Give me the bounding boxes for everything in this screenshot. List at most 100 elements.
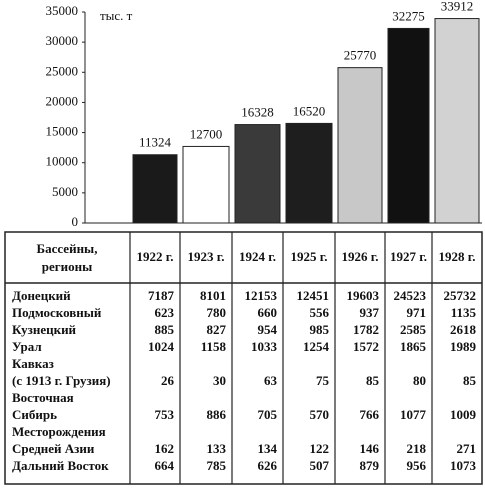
cell: 1033	[251, 339, 278, 354]
y-tick-label: 30000	[46, 33, 79, 48]
y-tick-label: 35000	[46, 3, 79, 18]
cell: 954	[258, 322, 278, 337]
table: Бассейны, регионы 1922 г. 1923 г. 1924 г. 192…	[4, 231, 483, 485]
cell: 75	[316, 373, 330, 388]
cell: 2585	[400, 322, 427, 337]
row-label: Дальний Восток	[12, 458, 109, 473]
row-label: Средней Азии	[12, 441, 95, 456]
corner-header: Бассейны,	[37, 241, 98, 256]
cell: 626	[258, 458, 278, 473]
cell: 271	[457, 441, 477, 456]
cell: 19603	[347, 288, 380, 303]
cell: 985	[310, 322, 330, 337]
y-tick-label: 20000	[46, 93, 79, 108]
row-label: (с 1913 г. Грузия)	[12, 373, 111, 388]
bar	[132, 154, 178, 224]
cell: 885	[155, 322, 175, 337]
cell: 25732	[444, 288, 477, 303]
value-label: 33912	[441, 0, 474, 14]
cell: 1073	[450, 458, 477, 473]
row-label: Кавказ	[12, 356, 54, 371]
column-header: 1925 г.	[291, 249, 328, 264]
cell: 12153	[245, 288, 278, 303]
cell: 753	[155, 407, 175, 422]
y-unit: тыс. т	[100, 8, 133, 23]
column-header: 1927 г.	[390, 249, 427, 264]
column-header: 1926 г.	[342, 249, 379, 264]
bar	[182, 145, 230, 224]
cell: 85	[366, 373, 380, 388]
y-tick-label: 0	[72, 214, 79, 229]
cell: 971	[407, 305, 427, 320]
row-label: Донецкий	[12, 288, 71, 303]
cell: 827	[207, 322, 227, 337]
column-header: 1923 г.	[188, 249, 225, 264]
column-header: 1928 г.	[439, 249, 476, 264]
cell: 85	[463, 373, 477, 388]
cell: 12451	[297, 288, 330, 303]
y-tick-label: 25000	[46, 63, 79, 78]
cell: 507	[310, 458, 330, 473]
cell: 133	[207, 441, 227, 456]
cell: 134	[258, 441, 278, 456]
cell: 1254	[303, 339, 330, 354]
row-label: Урал	[12, 339, 42, 354]
cell: 30	[213, 373, 226, 388]
cell: 218	[407, 441, 427, 456]
bar	[387, 27, 430, 224]
cell: 886	[207, 407, 227, 422]
y-tick-label: 15000	[46, 124, 79, 139]
cell: 766	[360, 407, 380, 422]
row-label: Месторождения	[12, 424, 106, 439]
bar	[434, 18, 480, 224]
bar	[285, 122, 333, 224]
value-label: 16520	[293, 103, 326, 118]
cell: 122	[310, 441, 330, 456]
column-header: 1924 г.	[239, 249, 276, 264]
cell: 162	[155, 441, 175, 456]
cell: 7187	[148, 288, 175, 303]
cell: 1572	[353, 339, 379, 354]
cell: 1865	[400, 339, 427, 354]
value-label: 12700	[190, 126, 223, 141]
cell: 705	[258, 407, 278, 422]
bar	[337, 67, 383, 224]
cell: 937	[360, 305, 380, 320]
y-tick-label: 10000	[46, 154, 79, 169]
cell: 1135	[451, 305, 477, 320]
cell: 26	[161, 373, 175, 388]
value-label: 25770	[344, 48, 377, 63]
cell: 664	[155, 458, 175, 473]
cell: 8101	[200, 288, 226, 303]
cell: 956	[407, 458, 427, 473]
value-label: 11324	[139, 135, 172, 150]
cell: 623	[155, 305, 175, 320]
cell: 780	[207, 305, 227, 320]
cell: 80	[413, 373, 426, 388]
cell: 1009	[450, 407, 477, 422]
cell: 2618	[450, 322, 477, 337]
cell: 660	[258, 305, 278, 320]
cell: 879	[360, 458, 380, 473]
cell: 1077	[400, 407, 427, 422]
cell: 146	[360, 441, 380, 456]
table-border	[4, 231, 483, 485]
y-tick-label: 5000	[52, 184, 78, 199]
cell: 1024	[148, 339, 175, 354]
cell: 1782	[353, 322, 379, 337]
corner-header: регионы	[42, 259, 93, 274]
cell: 24523	[394, 288, 427, 303]
column-header: 1922 г.	[137, 249, 174, 264]
row-label: Кузнецкий	[12, 322, 77, 337]
row-label: Сибирь	[12, 407, 57, 422]
cell: 63	[264, 373, 278, 388]
cell: 556	[310, 305, 330, 320]
cell: 1989	[450, 339, 477, 354]
cell: 1158	[201, 339, 227, 354]
row-label: Подмосковный	[12, 305, 102, 320]
value-label: 32275	[392, 8, 425, 23]
cell: 785	[207, 458, 227, 473]
row-label: Восточная	[12, 390, 74, 405]
value-label: 16328	[241, 105, 274, 120]
